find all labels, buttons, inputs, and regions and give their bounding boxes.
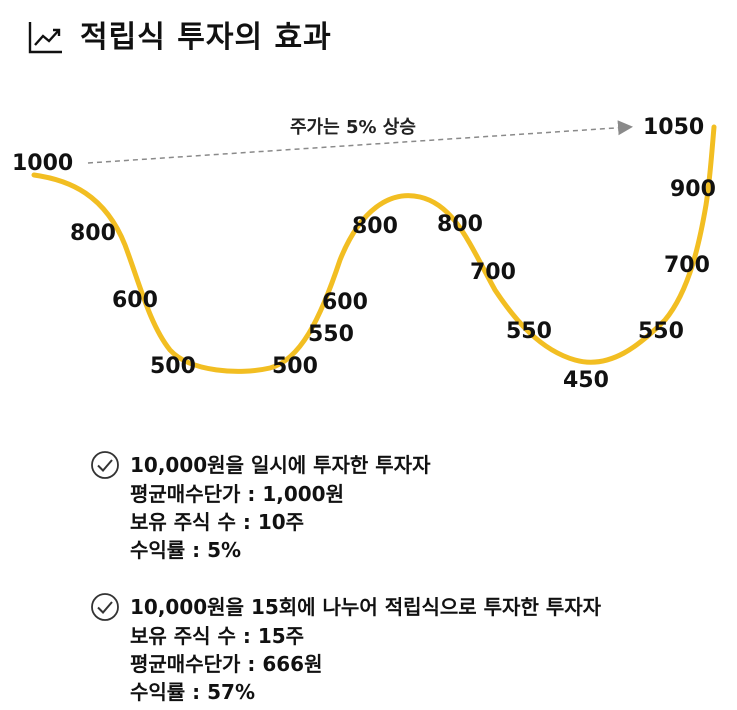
point-label: 500: [272, 354, 318, 379]
case-line: 수익률 : 5%: [130, 538, 242, 562]
check-circle-icon: [91, 451, 119, 479]
price-line: [31, 124, 717, 374]
title-row: 적립식 투자의 효과: [26, 18, 332, 58]
case-line: 수익률 : 57%: [130, 680, 255, 704]
check-circle-icon: [91, 593, 119, 621]
case-installment: 10,000원을 15회에 나누어 적립식으로 투자한 투자자 보유 주식 수 …: [90, 592, 601, 706]
page-title: 적립식 투자의 효과: [80, 20, 332, 55]
point-label: 800: [352, 214, 398, 239]
case-line: 평균매수단가 : 666원: [130, 652, 323, 676]
price-chart: 주가는 5% 상승 1000 800 600 500 500 550 600 800 800 70…: [12, 115, 717, 393]
case-heading: 10,000원을 15회에 나누어 적립식으로 투자한 투자자: [130, 595, 602, 619]
point-label: 800: [70, 221, 116, 246]
point-label: 600: [322, 290, 368, 315]
case-line: 보유 주식 수 : 15주: [130, 624, 305, 648]
point-label: 550: [308, 322, 354, 347]
point-label: 700: [664, 253, 710, 278]
point-label: 450: [563, 368, 609, 393]
case-lump-sum: 10,000원을 일시에 투자한 투자자 평균매수단가 : 1,000원 보유 …: [90, 450, 430, 564]
case-line: 평균매수단가 : 1,000원: [130, 482, 344, 506]
point-label: 700: [470, 260, 516, 285]
point-label: 600: [112, 288, 158, 313]
point-label: 1050: [643, 115, 704, 140]
point-label: 500: [150, 354, 196, 379]
case-line: 보유 주식 수 : 10주: [130, 510, 305, 534]
trend-arrow: [87, 120, 633, 164]
case-heading: 10,000원을 일시에 투자한 투자자: [130, 453, 431, 477]
point-label: 900: [670, 177, 716, 202]
point-label: 550: [506, 319, 552, 344]
point-labels: 1000 800 600 500 500 550 600 800 800 700 550 450 550…: [12, 115, 716, 393]
point-label: 1000: [12, 151, 73, 176]
trend-chart-icon: [28, 22, 62, 54]
point-label: 800: [437, 212, 483, 237]
trend-annotation: 주가는 5% 상승: [290, 117, 416, 138]
point-label: 550: [638, 319, 684, 344]
